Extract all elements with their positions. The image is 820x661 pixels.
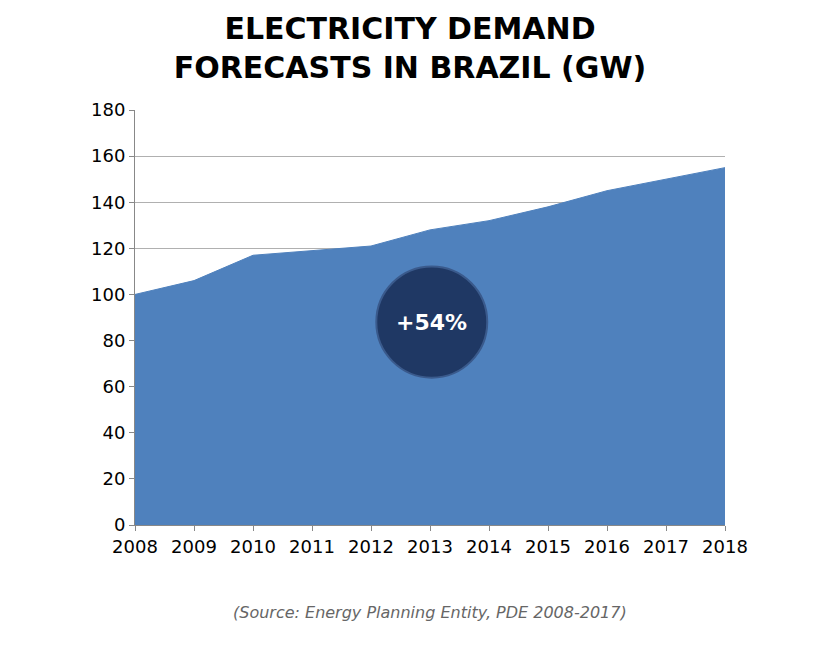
svg-text:100: 100 bbox=[91, 284, 125, 305]
svg-text:2017: 2017 bbox=[643, 536, 689, 557]
svg-text:2015: 2015 bbox=[525, 536, 571, 557]
svg-text:80: 80 bbox=[102, 330, 125, 351]
svg-text:120: 120 bbox=[91, 238, 125, 259]
svg-text:140: 140 bbox=[91, 192, 125, 213]
svg-text:2010: 2010 bbox=[230, 536, 276, 557]
svg-text:2018: 2018 bbox=[702, 536, 748, 557]
svg-text:2016: 2016 bbox=[584, 536, 630, 557]
svg-text:2013: 2013 bbox=[407, 536, 453, 557]
svg-text:60: 60 bbox=[102, 376, 125, 397]
svg-text:(Source: Energy Planning Entit: (Source: Energy Planning Entity, PDE 200… bbox=[233, 603, 627, 622]
svg-text:ELECTRICITY DEMANDFORECASTS IN: ELECTRICITY DEMANDFORECASTS IN BRAZIL (G… bbox=[174, 11, 646, 85]
svg-text:2008: 2008 bbox=[112, 536, 158, 557]
svg-text:0: 0 bbox=[114, 514, 125, 535]
svg-text:2012: 2012 bbox=[348, 536, 394, 557]
svg-text:2011: 2011 bbox=[289, 536, 335, 557]
svg-text:160: 160 bbox=[91, 145, 125, 166]
svg-text:2014: 2014 bbox=[466, 536, 512, 557]
svg-text:20: 20 bbox=[102, 468, 125, 489]
svg-text:40: 40 bbox=[102, 422, 125, 443]
svg-text:2009: 2009 bbox=[171, 536, 217, 557]
svg-text:180: 180 bbox=[91, 99, 125, 120]
svg-text:+54%: +54% bbox=[396, 310, 467, 335]
